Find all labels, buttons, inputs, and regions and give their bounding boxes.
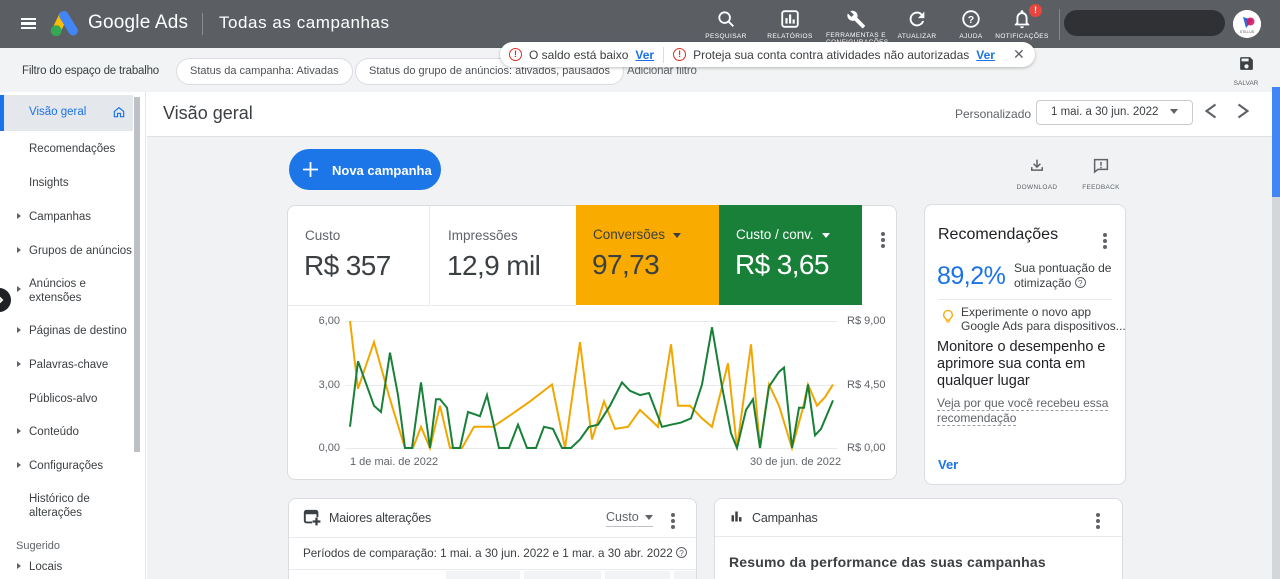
svg-text:?: ? [968, 14, 974, 26]
svg-text:STILLUS: STILLUS [1240, 30, 1255, 34]
